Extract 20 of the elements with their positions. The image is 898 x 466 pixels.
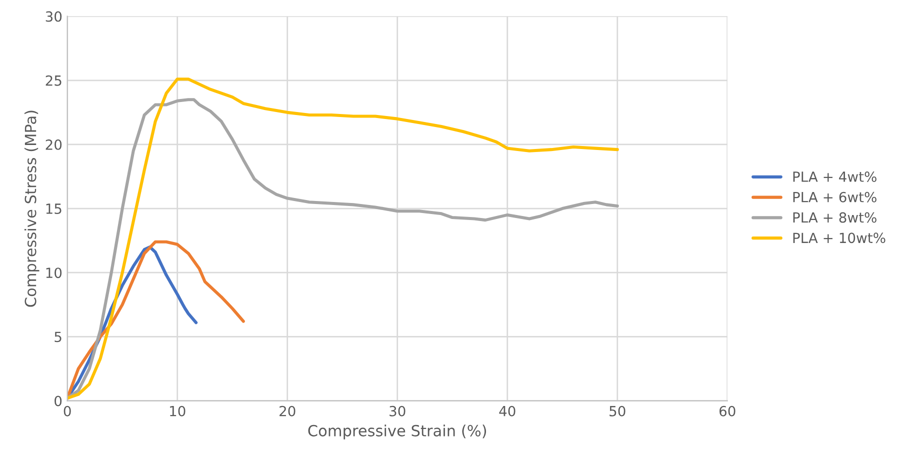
y-tick-label: 10	[46, 268, 62, 278]
x-tick-label: 60	[720, 406, 736, 416]
legend-label: PLA + 4wt%	[793, 171, 876, 182]
y-tick-label: 30	[46, 11, 62, 22]
y-tick-label: 25	[46, 75, 62, 86]
y-tick-label: 20	[46, 139, 62, 150]
x-tick-label: 30	[390, 406, 406, 416]
x-tick-label: 40	[499, 406, 516, 416]
y-tick-label: 0	[54, 396, 62, 406]
x-axis-title: Compressive Strain (%)	[308, 424, 486, 440]
legend-label: PLA + 10wt%	[793, 232, 886, 244]
x-tick-label: 20	[280, 406, 296, 416]
legend-label: PLA + 8wt%	[793, 212, 876, 223]
legend-label: PLA + 6wt%	[793, 192, 876, 202]
x-tick-label: 50	[610, 406, 626, 416]
x-tick-label: 10	[170, 406, 186, 416]
y-tick-label: 15	[46, 204, 62, 214]
y-tick-label: 5	[54, 332, 62, 342]
x-tick-label: 0	[64, 406, 71, 416]
y-axis-title: Compressive Stress (MPa)	[24, 110, 40, 307]
